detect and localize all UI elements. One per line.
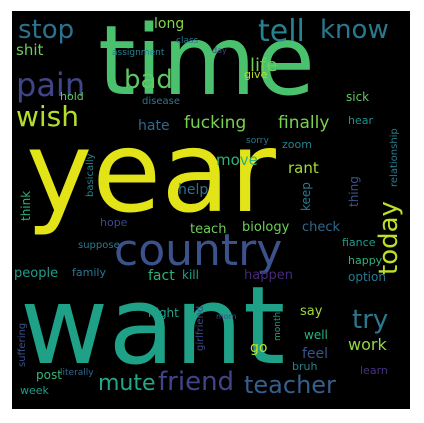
word-literally: literally xyxy=(60,368,94,378)
word-know: know xyxy=(320,15,389,45)
word-mute: mute xyxy=(98,371,156,396)
word-go: go xyxy=(250,340,268,356)
word-country: country xyxy=(114,225,283,276)
word-girlfriend: girlfriend xyxy=(195,305,206,351)
word-fact: fact xyxy=(148,268,175,284)
word-wish: wish xyxy=(16,100,80,133)
word-try: try xyxy=(352,305,389,335)
word-give: give xyxy=(244,68,268,81)
word-people: people xyxy=(14,266,59,281)
word-cloud: year want time country pain tell know st… xyxy=(12,11,410,409)
word-zoom: zoom xyxy=(282,138,312,151)
word-hate: hate xyxy=(138,118,170,134)
word-suppose: suppose xyxy=(78,240,120,251)
word-want: want xyxy=(20,264,286,389)
word-finally: finally xyxy=(278,113,330,133)
word-bad: bad xyxy=(124,65,173,95)
word-move: move xyxy=(216,151,258,169)
word-happy: happy xyxy=(348,254,383,267)
word-option: option xyxy=(348,270,386,284)
word-sick: sick xyxy=(346,90,370,104)
word-week: week xyxy=(20,384,49,397)
word-basically: basically xyxy=(85,153,96,197)
word-disease: disease xyxy=(142,96,180,107)
word-help: help xyxy=(178,182,209,198)
word-relationship: relationship xyxy=(389,128,400,187)
word-class: class xyxy=(176,36,199,46)
word-biology: biology xyxy=(242,220,290,235)
word-think: think xyxy=(19,190,33,221)
word-family: family xyxy=(72,266,106,279)
word-happen: happen xyxy=(244,268,293,283)
word-well: well xyxy=(304,328,328,342)
word-stop: stop xyxy=(18,15,75,45)
word-learn: learn xyxy=(360,364,388,377)
word-year: year xyxy=(26,108,276,238)
word-sorry: sorry xyxy=(246,136,269,146)
word-say: say xyxy=(300,304,323,319)
word-suffering: suffering xyxy=(17,322,28,367)
word-feel: feel xyxy=(302,346,329,362)
word-hold: hold xyxy=(60,90,84,103)
word-teach: teach xyxy=(190,222,227,237)
word-long: long xyxy=(154,16,185,32)
word-hear: hear xyxy=(348,114,374,127)
word-tell: tell xyxy=(258,14,305,49)
word-mom: mom xyxy=(216,312,237,321)
word-life: life xyxy=(250,55,278,76)
word-rant: rant xyxy=(288,159,319,177)
word-check: check xyxy=(302,220,341,235)
word-shit: shit xyxy=(16,41,44,59)
word-post: post xyxy=(36,368,62,382)
word-work: work xyxy=(348,335,387,354)
word-fucking: fucking xyxy=(184,113,247,133)
word-keep: keep xyxy=(299,182,313,211)
word-hope: hope xyxy=(100,216,128,229)
word-thing: thing xyxy=(347,176,361,207)
word-teacher: teacher xyxy=(244,371,336,399)
word-assignment: assignment xyxy=(112,48,165,58)
word-fiance: fiance xyxy=(342,236,376,249)
word-bruh: bruh xyxy=(292,360,318,373)
word-night: night xyxy=(148,306,179,320)
word-time: time xyxy=(98,11,315,117)
word-friend: friend xyxy=(158,367,235,397)
word-day: day xyxy=(212,46,227,55)
word-pain: pain xyxy=(16,66,86,104)
word-month: month xyxy=(273,311,283,341)
word-kill: kill xyxy=(182,268,199,282)
